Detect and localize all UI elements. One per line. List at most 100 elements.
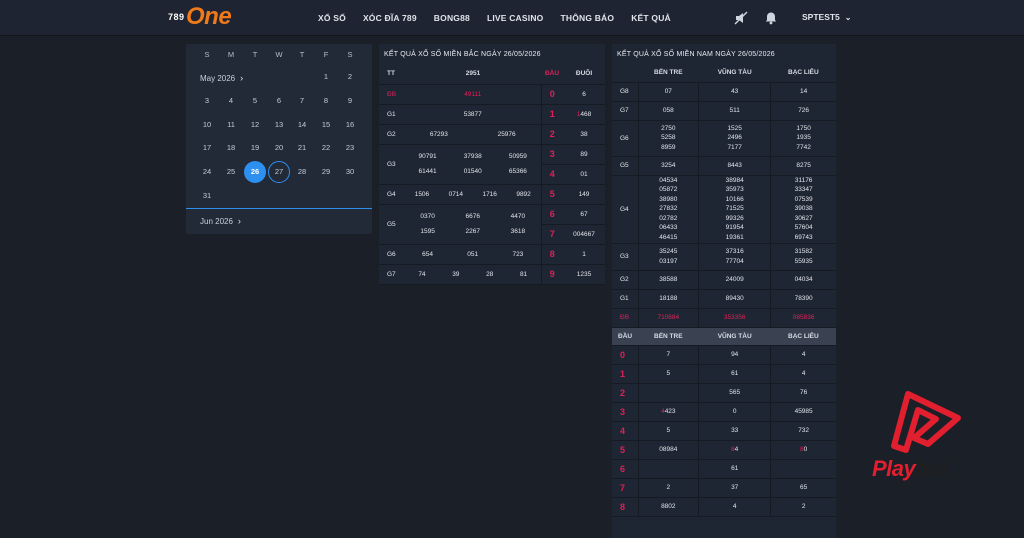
calendar-day[interactable]: 10 — [202, 120, 212, 129]
calendar-day[interactable]: 20 — [274, 143, 284, 152]
calendar-day[interactable]: 13 — [274, 120, 284, 129]
dau-tails: 4 — [770, 364, 836, 384]
prize-numbers: 31582 55935 — [770, 243, 836, 271]
tail-highlight: 4 — [661, 407, 665, 415]
calendar-day[interactable]: 26 — [244, 161, 266, 183]
dau-tails: 732 — [770, 421, 836, 441]
calendar-day[interactable]: 17 — [202, 143, 212, 152]
prize-number: 78390 — [794, 294, 813, 302]
prize-number: 511 — [729, 106, 740, 114]
duoi-digits: 004667 — [563, 224, 605, 245]
user-menu[interactable]: SPTEST5 ⌄ — [802, 12, 852, 22]
calendar-day[interactable]: 19 — [250, 143, 260, 152]
nav-item-3[interactable]: LIVE CASINO — [486, 13, 544, 23]
prize-label: ĐB — [612, 308, 638, 328]
calendar-day[interactable]: 9 — [347, 96, 353, 105]
north-row: G3 90791 37938 50959 61441 01540 65366 3 89 — [379, 144, 605, 185]
south-prize-row: G7 058 511 726 — [612, 101, 836, 121]
calendar-day[interactable]: 11 — [227, 120, 235, 129]
prize-number: 051 — [467, 250, 479, 258]
prize-numbers: 14 — [770, 82, 836, 102]
calendar-day[interactable]: 14 — [297, 120, 307, 129]
calendar-day[interactable]: 27 — [268, 161, 290, 183]
nav-item-5[interactable]: KẾT QUẢ — [631, 13, 671, 23]
dau-tails: 33 — [698, 421, 771, 441]
calendar-day[interactable]: 5 — [252, 96, 258, 105]
weekday-label: S — [204, 50, 210, 59]
calendar-day[interactable]: 7 — [299, 96, 305, 105]
month-next[interactable]: Jun 2026 › — [200, 216, 241, 226]
prize-number: 81 — [519, 270, 528, 278]
calendar-day[interactable]: 6 — [276, 96, 282, 105]
prize-values: 49111 — [405, 84, 541, 105]
calendar-day[interactable]: 2 — [347, 72, 353, 81]
no-sound-icon[interactable] — [734, 11, 748, 25]
dau-row: 2 565 76 — [612, 383, 836, 403]
month-current[interactable]: May 2026 › — [200, 73, 243, 83]
prize-number: 91954 — [725, 224, 744, 232]
province-header: VŨNG TÀU — [698, 327, 771, 346]
value-row: 654 051 723 — [405, 251, 541, 258]
nav-item-1[interactable]: XÓC ĐĨA 789 — [362, 13, 417, 23]
prize-numbers: 37316 77704 — [698, 243, 771, 271]
site-logo[interactable]: 789 One — [166, 3, 236, 31]
prize-values: 654 051 723 — [405, 244, 541, 265]
prize-label: ĐB — [379, 84, 405, 105]
prize-label: G2 — [379, 124, 405, 145]
calendar-day[interactable]: 30 — [345, 167, 355, 176]
prize-number: 07539 — [794, 195, 813, 203]
duoi-digits: 1 — [563, 244, 605, 265]
nav-item-4[interactable]: THÔNG BÁO — [560, 13, 615, 23]
south-prize-row: G8 07 43 14 — [612, 82, 836, 102]
value-row: 90791 37938 50959 — [405, 153, 541, 160]
prize-numbers: 31176 33347 07539 39038 30627 57604 69743 — [770, 175, 836, 244]
weekday-label: T — [299, 50, 305, 59]
province-header: BẠC LIÊU — [770, 327, 836, 346]
prize-number: 8275 — [796, 161, 811, 169]
dau-tails — [637, 383, 699, 403]
nav-item-0[interactable]: XỔ SỐ — [318, 13, 346, 23]
calendar-day[interactable]: 1 — [323, 72, 329, 81]
prize-label: G3 — [379, 144, 405, 185]
calendar-day[interactable]: 23 — [345, 143, 355, 152]
prize-numbers: 43 — [698, 82, 771, 102]
calendar-day[interactable]: 29 — [321, 167, 331, 176]
dau-tails: 84 — [698, 440, 771, 460]
dau-tails — [637, 459, 699, 479]
calendar-day[interactable]: 25 — [226, 167, 236, 176]
province-header: BẾN TRE — [638, 64, 699, 83]
prize-number: 0714 — [448, 190, 464, 198]
south-dau-header: ĐẦU BẾN TRE VŨNG TÀU BẠC LIÊU — [612, 327, 836, 346]
calendar-day[interactable]: 3 — [204, 96, 210, 105]
dau-digit: 3 — [612, 402, 638, 422]
dau-tails: 4 — [698, 497, 771, 517]
calendar-day[interactable]: 16 — [345, 120, 355, 129]
calendar-day[interactable]: 8 — [323, 96, 329, 105]
calendar-day[interactable]: 4 — [228, 96, 234, 105]
calendar-day[interactable]: 15 — [321, 120, 331, 129]
calendar-day[interactable]: 31 — [202, 191, 212, 200]
calendar-day[interactable]: 24 — [202, 167, 212, 176]
calendar-day[interactable]: 12 — [250, 120, 260, 129]
prize-numbers: 35245 03197 — [637, 243, 699, 271]
value-row: 49111 — [405, 91, 541, 98]
dau-tails: 4423 — [637, 402, 699, 422]
prize-numbers: 3254 — [637, 156, 699, 176]
calendar-day[interactable]: 22 — [321, 143, 331, 152]
main-nav: XỔ SỐ XÓC ĐĨA 789 BONG88 LIVE CASINO THÔNG B… — [318, 0, 688, 36]
dau-tails: 7 — [637, 345, 699, 365]
bell-icon[interactable] — [764, 11, 778, 25]
calendar-day[interactable]: 28 — [297, 167, 307, 176]
prize-label: G8 — [612, 82, 638, 102]
prize-label: G2 — [612, 270, 638, 290]
prize-number: 14 — [800, 87, 808, 95]
province-header: VŨNG TÀU — [698, 64, 771, 83]
prize-label: G6 — [379, 244, 405, 265]
calendar-day[interactable]: 21 — [297, 143, 307, 152]
prize-number: 50959 — [508, 153, 527, 160]
nav-item-2[interactable]: BONG88 — [433, 13, 470, 23]
logo-number: 789 — [168, 12, 185, 22]
calendar-day[interactable]: 18 — [226, 143, 236, 152]
prize-number: 30627 — [794, 214, 813, 222]
